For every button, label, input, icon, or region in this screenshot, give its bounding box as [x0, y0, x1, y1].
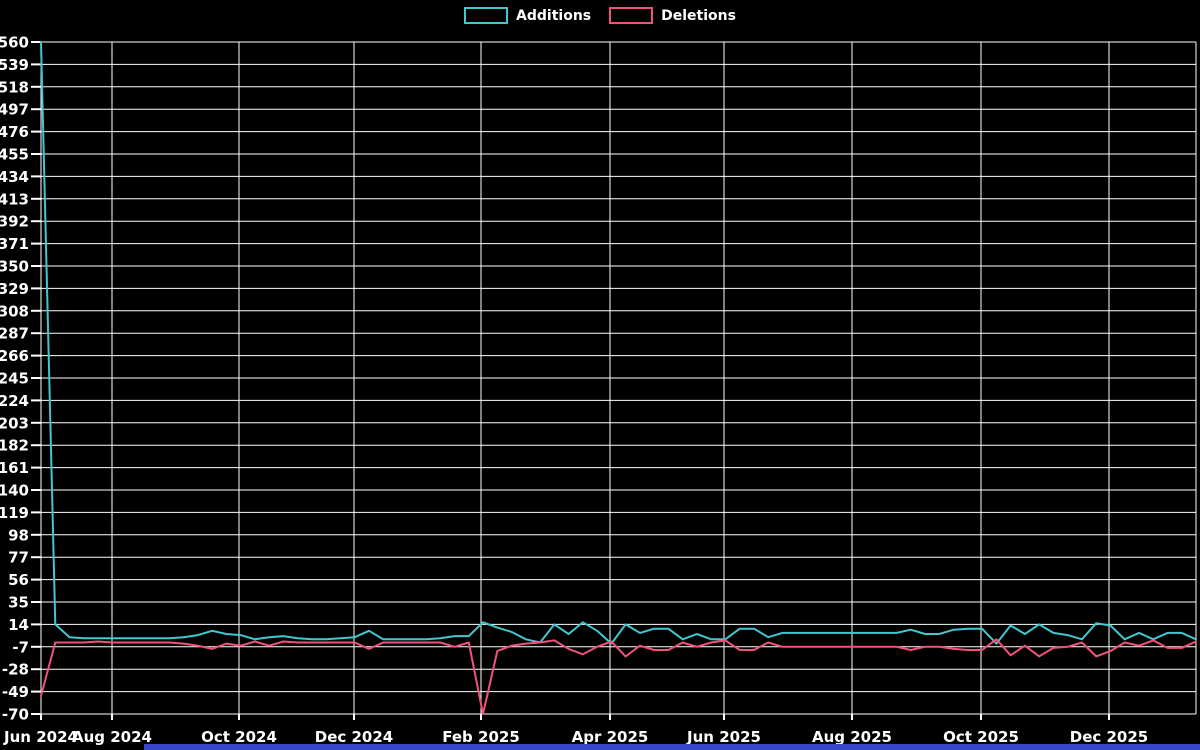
- y-tick-label: 518: [0, 78, 29, 96]
- x-tick-label: Jun 2024: [3, 728, 78, 746]
- y-tick-label: 56: [8, 571, 29, 589]
- y-tick-label: 77: [8, 549, 29, 567]
- y-tick-label: 245: [0, 370, 29, 388]
- y-tick-label: 119: [0, 504, 29, 522]
- y-tick-label: 308: [0, 302, 29, 320]
- y-tick-label: 371: [0, 235, 29, 253]
- y-tick-label: -7: [12, 638, 29, 656]
- y-tick-label: -28: [2, 661, 29, 679]
- y-tick-label: 434: [0, 168, 29, 186]
- y-tick-label: 329: [0, 280, 29, 298]
- y-tick-label: 560: [0, 34, 29, 52]
- y-tick-label: 161: [0, 459, 29, 477]
- deletions-swatch-icon: [609, 7, 654, 24]
- x-tick-label: Dec 2024: [315, 728, 394, 746]
- y-tick-label: 224: [0, 392, 29, 410]
- x-tick-label: Jun 2025: [686, 728, 761, 746]
- x-tick-label: Aug 2025: [812, 728, 892, 746]
- x-tick-label: Oct 2025: [943, 728, 1019, 746]
- legend-item-deletions[interactable]: Deletions: [609, 7, 736, 24]
- y-tick-label: 413: [0, 190, 29, 208]
- x-tick-label: Oct 2024: [201, 728, 277, 746]
- additions-line[interactable]: [40, 41, 1197, 645]
- y-tick-label: 182: [0, 437, 29, 455]
- deletions-line[interactable]: [40, 638, 1197, 715]
- y-tick-label: 497: [0, 101, 29, 119]
- y-tick-label: -49: [2, 683, 29, 701]
- x-tick-label: Aug 2024: [72, 728, 152, 746]
- legend-item-additions[interactable]: Additions: [464, 7, 591, 24]
- horizontal-scrollbar-thumb[interactable]: [144, 744, 1200, 750]
- y-tick-label: 455: [0, 146, 29, 164]
- y-tick-label: 539: [0, 56, 29, 74]
- y-tick-label: 98: [8, 526, 29, 544]
- x-tick-label: Apr 2025: [572, 728, 649, 746]
- y-tick-label: 140: [0, 482, 29, 500]
- y-tick-label: -70: [2, 706, 29, 724]
- x-tick-label: Dec 2025: [1070, 728, 1149, 746]
- y-tick-label: 35: [8, 594, 29, 612]
- x-tick-label: Feb 2025: [442, 728, 520, 746]
- y-tick-label: 14: [8, 616, 29, 634]
- y-tick-label: 392: [0, 213, 29, 231]
- chart-legend: Additions Deletions: [0, 7, 1200, 24]
- y-tick-label: 350: [0, 258, 29, 276]
- additions-swatch-icon: [464, 7, 509, 24]
- y-tick-label: 203: [0, 414, 29, 432]
- y-tick-label: 476: [0, 123, 29, 141]
- legend-label-deletions: Deletions: [661, 7, 736, 24]
- y-tick-label: 266: [0, 347, 29, 365]
- legend-label-additions: Additions: [516, 7, 592, 24]
- y-tick-label: 287: [0, 325, 29, 343]
